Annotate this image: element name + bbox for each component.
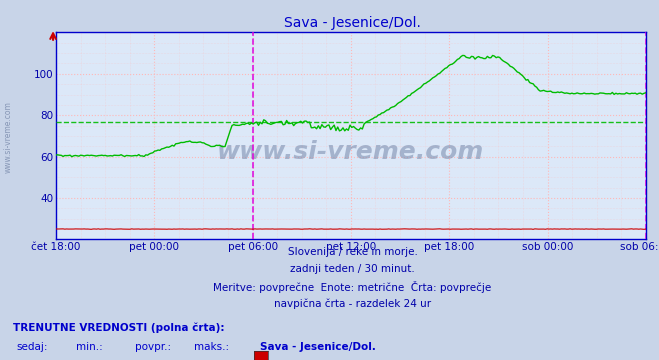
- Text: www.si-vreme.com: www.si-vreme.com: [3, 101, 13, 173]
- Text: Meritve: povprečne  Enote: metrične  Črta: povprečje: Meritve: povprečne Enote: metrične Črta:…: [214, 281, 492, 293]
- Text: zadnji teden / 30 minut.: zadnji teden / 30 minut.: [290, 264, 415, 274]
- Text: Sava - Jesenice/Dol.: Sava - Jesenice/Dol.: [260, 342, 376, 352]
- Text: povpr.:: povpr.:: [135, 342, 171, 352]
- Text: Sava - Jesenice/Dol.: Sava - Jesenice/Dol.: [284, 16, 421, 30]
- Text: sedaj:: sedaj:: [16, 342, 48, 352]
- Text: navpična črta - razdelek 24 ur: navpična črta - razdelek 24 ur: [274, 298, 431, 309]
- Text: maks.:: maks.:: [194, 342, 229, 352]
- Text: www.si-vreme.com: www.si-vreme.com: [217, 140, 484, 165]
- Text: Slovenija / reke in morje.: Slovenija / reke in morje.: [287, 247, 418, 257]
- Text: TRENUTNE VREDNOSTI (polna črta):: TRENUTNE VREDNOSTI (polna črta):: [13, 322, 225, 333]
- Text: min.:: min.:: [76, 342, 103, 352]
